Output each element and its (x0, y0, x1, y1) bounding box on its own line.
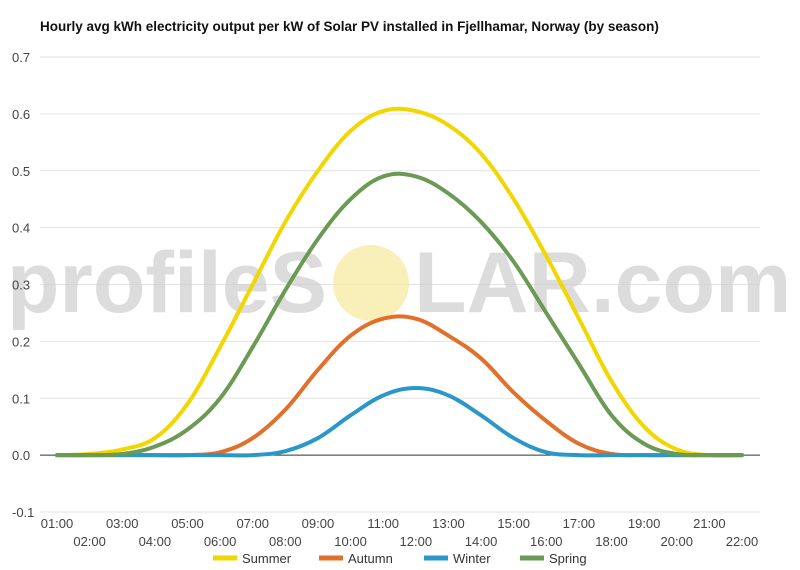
x-tick-label: 14:00 (465, 534, 498, 549)
x-tick-label: 03:00 (106, 516, 139, 531)
x-tick-label: 13:00 (432, 516, 465, 531)
series-line-spring (55, 171, 744, 458)
x-tick-label: 19:00 (628, 516, 661, 531)
x-tick-label: 20:00 (660, 534, 693, 549)
legend-label: Summer (242, 551, 292, 566)
x-tick-label: 21:00 (693, 516, 726, 531)
watermark: profileS LAR.com (7, 235, 792, 331)
series-line-summer (55, 106, 744, 458)
watermark-sun-icon (333, 245, 409, 321)
y-tick-label: 0.1 (12, 391, 30, 406)
x-tick-label: 16:00 (530, 534, 563, 549)
legend-label: Autumn (348, 551, 393, 566)
x-tick-label: 12:00 (400, 534, 433, 549)
x-tick-label: 22:00 (726, 534, 759, 549)
x-tick-label: 07:00 (236, 516, 269, 531)
x-tick-label: 17:00 (563, 516, 596, 531)
y-tick-label: 0.7 (12, 50, 30, 65)
x-tick-label: 05:00 (171, 516, 204, 531)
x-tick-label: 10:00 (334, 534, 367, 549)
watermark-text-right: LAR.com (414, 235, 791, 331)
watermark-text-left: profileS (7, 235, 327, 331)
y-tick-label: 0.5 (12, 164, 30, 179)
x-tick-label: 08:00 (269, 534, 302, 549)
x-tick-label: 09:00 (302, 516, 335, 531)
legend-label: Spring (549, 551, 587, 566)
legend-label: Winter (453, 551, 491, 566)
x-tick-label: 06:00 (204, 534, 237, 549)
y-tick-label: 0.4 (12, 221, 30, 236)
x-tick-label: 04:00 (139, 534, 172, 549)
x-tick-label: 15:00 (497, 516, 530, 531)
plot-series (55, 106, 744, 458)
y-tick-label: 0.3 (12, 278, 30, 293)
series-line-winter (55, 386, 744, 458)
legend: Summer Autumn Winter Spring (213, 551, 587, 566)
y-tick-label: 0.6 (12, 107, 30, 122)
y-tick-label: -0.1 (12, 505, 34, 520)
x-tick-label: 01:00 (41, 516, 74, 531)
x-tick-label: 02:00 (73, 534, 106, 549)
chart-title: Hourly avg kWh electricity output per kW… (40, 19, 659, 34)
x-tick-label: 18:00 (595, 534, 628, 549)
x-tick-label: 11:00 (367, 516, 399, 531)
y-tick-label: 0.0 (12, 448, 30, 463)
y-axis-ticks: -0.1 0.0 0.1 0.2 0.3 0.4 0.5 0.6 0.7 (12, 50, 34, 520)
y-tick-label: 0.2 (12, 334, 30, 349)
